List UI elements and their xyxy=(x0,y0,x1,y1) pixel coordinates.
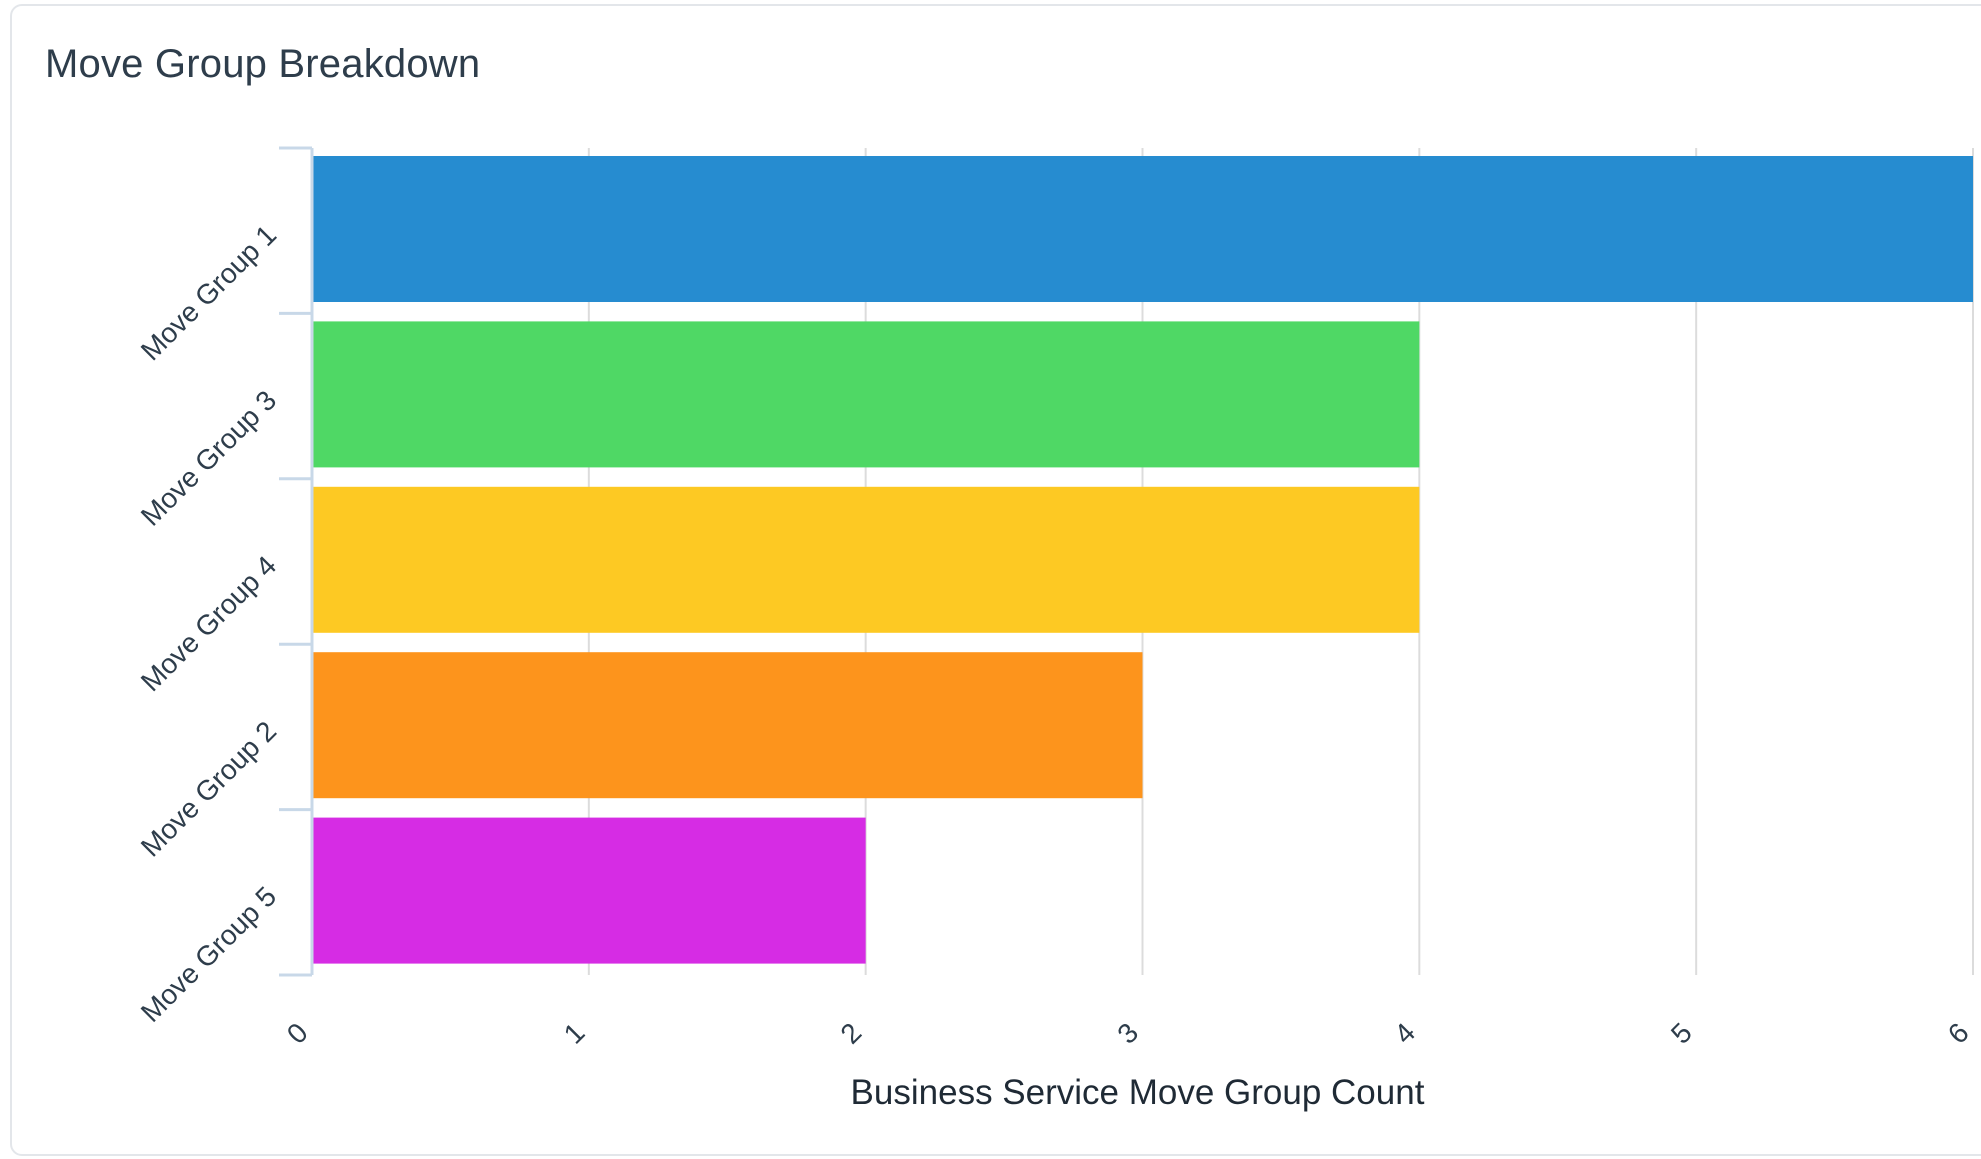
x-tick-label: 6 xyxy=(1942,1017,1975,1050)
bar-move-group-5[interactable] xyxy=(312,817,866,964)
x-axis-title: Business Service Move Group Count xyxy=(851,1073,1425,1112)
category-label: Move Group 2 xyxy=(135,715,282,862)
bar-move-group-1[interactable] xyxy=(312,156,1973,302)
bar-move-group-3[interactable] xyxy=(312,321,1420,468)
bars xyxy=(312,156,1973,964)
category-label: Move Group 3 xyxy=(135,384,282,531)
category-label: Move Group 4 xyxy=(135,550,282,697)
bar-move-group-2[interactable] xyxy=(312,652,1143,799)
x-tick-label: 4 xyxy=(1388,1017,1421,1050)
card-title: Move Group Breakdown xyxy=(45,42,481,86)
bar-move-group-4[interactable] xyxy=(312,486,1420,633)
x-tick-label: 0 xyxy=(281,1017,314,1050)
category-label: Move Group 1 xyxy=(135,219,282,366)
category-labels: Move Group 1 Move Group 3 Move Group 4 Move… xyxy=(135,219,282,1028)
x-tick-label: 1 xyxy=(558,1017,591,1050)
x-tick-label: 2 xyxy=(834,1017,867,1050)
category-label: Move Group 5 xyxy=(135,881,282,1028)
x-tick-label: 3 xyxy=(1111,1017,1144,1050)
axes xyxy=(279,146,314,977)
x-tick-label: 5 xyxy=(1665,1017,1698,1050)
value-tick-labels: 0 1 2 3 4 5 6 xyxy=(281,1017,1975,1050)
